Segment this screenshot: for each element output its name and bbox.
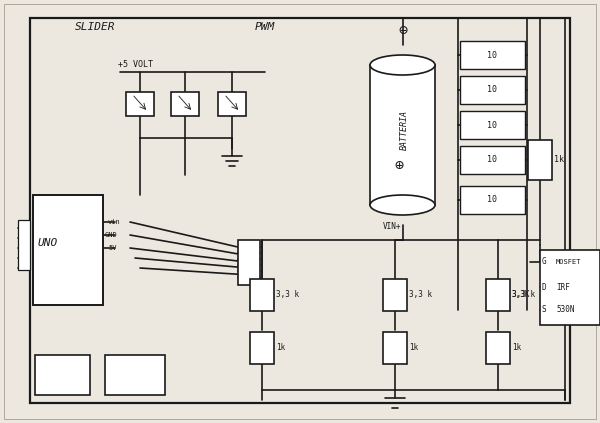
Bar	[126, 92, 154, 116]
Text: 1k: 1k	[554, 156, 564, 165]
Bar	[33, 195, 103, 305]
Text: 10: 10	[487, 156, 497, 165]
Ellipse shape	[370, 55, 435, 75]
Text: S: S	[542, 305, 547, 314]
Bar	[460, 186, 525, 214]
Bar	[486, 279, 510, 311]
Text: 1k: 1k	[409, 343, 418, 352]
Bar	[250, 279, 274, 311]
Ellipse shape	[370, 195, 435, 215]
Text: 530N: 530N	[556, 305, 575, 314]
Bar	[250, 332, 274, 364]
Bar	[383, 279, 407, 311]
Text: ⊕: ⊕	[394, 157, 403, 173]
Bar	[218, 92, 246, 116]
Bar	[171, 92, 199, 116]
Bar	[370, 65, 435, 205]
Text: ⊖: ⊖	[398, 22, 407, 38]
Bar	[486, 332, 510, 364]
Text: SLIDER: SLIDER	[75, 22, 115, 32]
Text: UNO: UNO	[38, 238, 58, 248]
Bar	[35, 355, 90, 395]
Bar	[460, 41, 525, 69]
Bar	[383, 332, 407, 364]
Bar	[18, 220, 30, 270]
Text: 5V: 5V	[108, 245, 116, 251]
Text: D: D	[542, 283, 547, 291]
Bar	[528, 140, 552, 180]
Text: BATTERIA: BATTERIA	[400, 110, 409, 150]
Text: G: G	[542, 258, 547, 266]
Text: 1k: 1k	[276, 343, 285, 352]
Text: 10: 10	[487, 50, 497, 60]
Bar	[540, 250, 600, 325]
Bar	[460, 76, 525, 104]
Text: MOSFET: MOSFET	[556, 259, 581, 265]
Text: 3,3 k: 3,3 k	[409, 291, 432, 299]
Text: 10: 10	[487, 195, 497, 204]
Text: +5 VOLT: +5 VOLT	[118, 60, 153, 69]
Bar	[238, 240, 260, 285]
Text: IRF: IRF	[556, 283, 570, 291]
Text: 1k: 1k	[512, 343, 521, 352]
Text: vin: vin	[108, 219, 121, 225]
Text: GND: GND	[105, 232, 118, 238]
Text: VIN+: VIN+	[383, 222, 402, 231]
Text: PWM: PWM	[255, 22, 275, 32]
Bar	[105, 355, 165, 395]
Text: 10: 10	[487, 121, 497, 129]
Text: 3,3 k: 3,3 k	[512, 291, 535, 299]
Text: 10: 10	[487, 85, 497, 94]
Bar	[460, 146, 525, 174]
Bar	[460, 111, 525, 139]
Text: 3,3 k: 3,3 k	[276, 291, 299, 299]
Text: 3,3K: 3,3K	[512, 291, 530, 299]
